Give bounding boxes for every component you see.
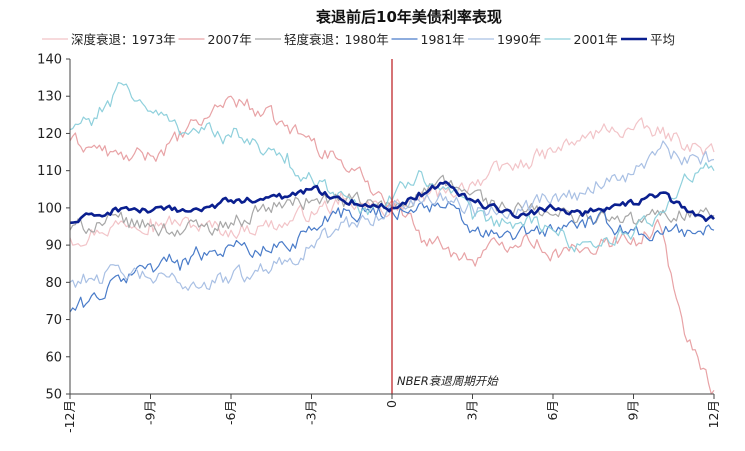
y-tick-label: 100 [37, 201, 62, 216]
y-tick-label: 60 [45, 350, 62, 365]
legend-entry-label: 1973年 [132, 32, 176, 47]
legend-entry-label: 2001年 [574, 32, 618, 47]
legend: 深度衰退：1973年 2007年 轻度衰退：1980年 1981年 1990年 2001年… [42, 32, 675, 47]
x-tick-label: 6月 [545, 400, 560, 420]
y-tick-label: 130 [37, 90, 62, 105]
y-tick-label: 110 [37, 164, 62, 179]
legend-entry-label: 1981年 [421, 32, 465, 47]
legend-group-label: 轻度衰退： [284, 32, 347, 47]
legend-entry-label: 平均 [650, 32, 675, 47]
x-tick-label: -9月 [143, 400, 158, 425]
axes: 50 60 70 80 90 100 110 120 130 140 -12月 -9月 -6月 -3月 0 3… [37, 53, 721, 433]
chart-title: 衰退前后10年美债利率表现 [315, 8, 502, 26]
y-tick-label: 90 [45, 239, 62, 254]
annotation-label: NBER衰退周期开始 [397, 374, 499, 388]
y-tick-label: 80 [45, 276, 62, 291]
x-tick-label: -3月 [304, 400, 319, 425]
y-tick-label: 70 [45, 313, 62, 328]
legend-entry-label: 1990年 [497, 32, 541, 47]
x-tick-label: -6月 [223, 400, 238, 425]
x-tick-label: -12月 [62, 400, 77, 433]
y-tick-label: 140 [37, 53, 62, 68]
y-tick-label: 50 [45, 388, 62, 403]
legend-entry-label: 2007年 [208, 32, 252, 47]
x-tick-label: 0 [384, 400, 399, 408]
y-tick-label: 120 [37, 127, 62, 142]
x-tick-label: 9月 [626, 400, 641, 420]
x-tick-label: 3月 [465, 400, 480, 420]
x-tick-label: 12月 [706, 400, 721, 428]
legend-group-label: 深度衰退： [71, 32, 134, 47]
legend-entry-label: 1980年 [345, 32, 389, 47]
